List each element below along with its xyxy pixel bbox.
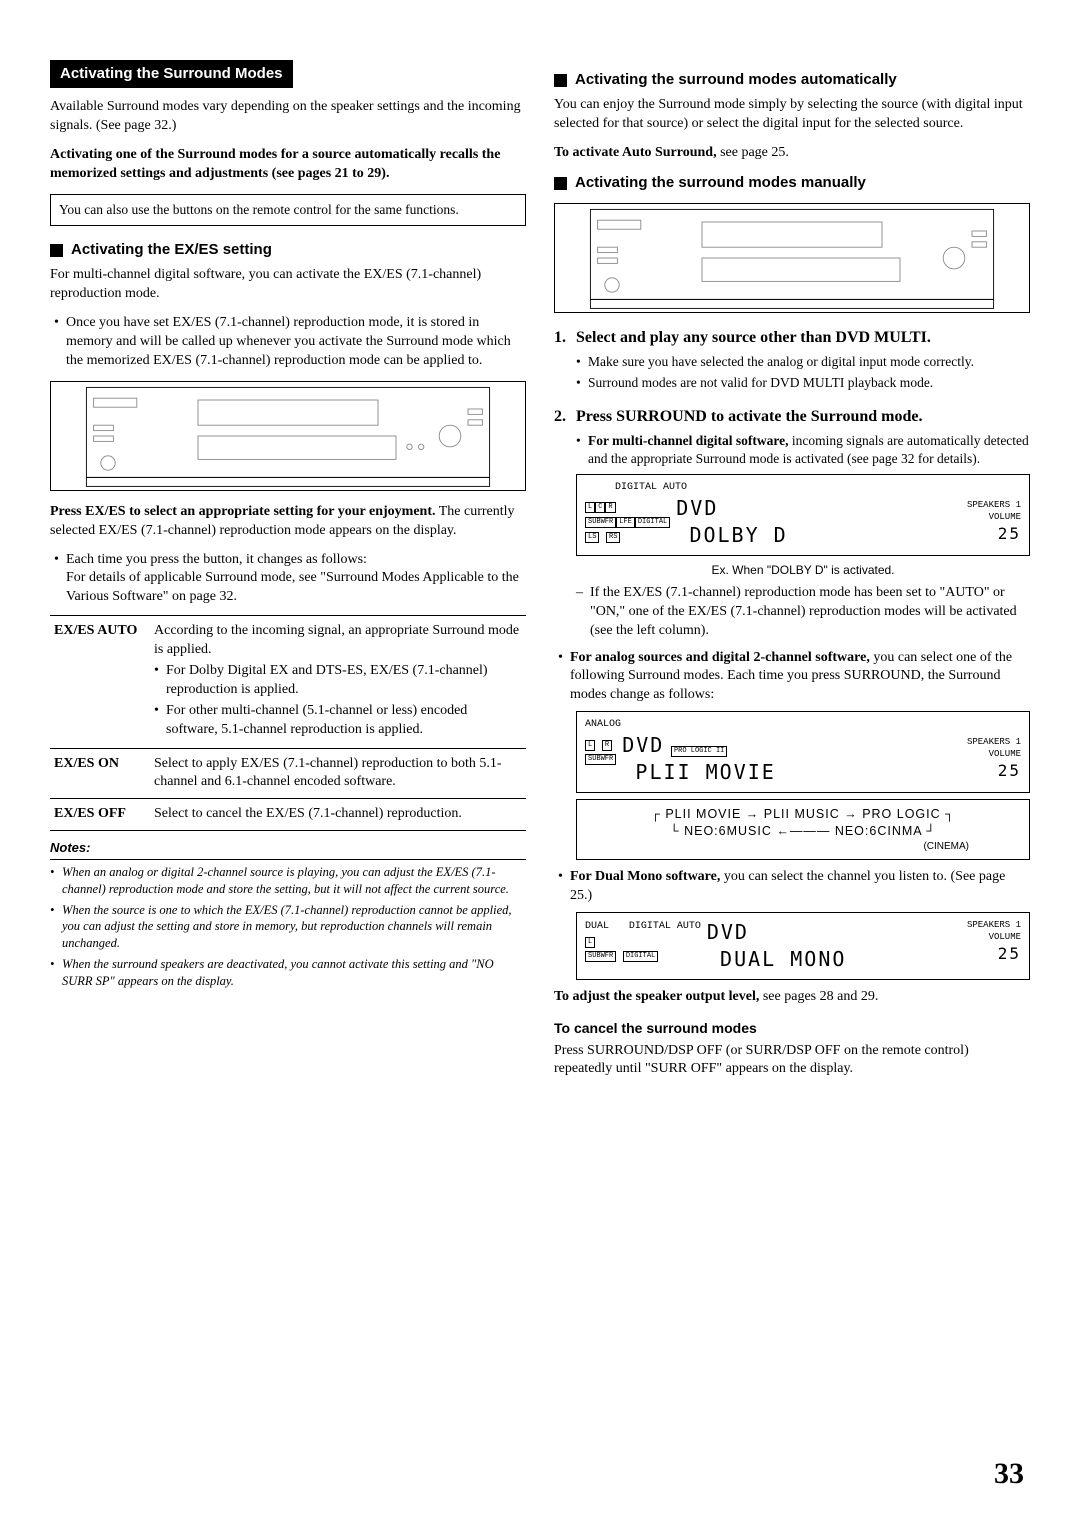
subheading-manual: Activating the surround modes manually xyxy=(554,173,1030,193)
paragraph: Press EX/ES to select an appropriate set… xyxy=(50,503,526,541)
step-heading-1: 1.Select and play any source other than … xyxy=(554,327,1030,349)
table-key: EX/ES AUTO xyxy=(50,616,150,748)
subheading-text: Activating the surround modes automatica… xyxy=(575,70,897,90)
notes-heading: Notes: xyxy=(50,839,526,860)
notes-list: •When an analog or digital 2-channel sou… xyxy=(50,864,526,990)
receiver-diagram xyxy=(50,381,526,491)
step-heading-2: 2.Press SURROUND to activate the Surroun… xyxy=(554,406,1030,428)
lcd-display-2: ANALOG L R SUBWFR DVD PRO LOGIC II PLII … xyxy=(576,711,1030,793)
mode-flow-diagram: ┌ PLII MOVIE → PLII MUSIC → PRO LOGIC ┐ … xyxy=(576,799,1030,860)
table-val: Select to cancel the EX/ES (7.1-channel)… xyxy=(150,799,526,831)
subheading-cancel: To cancel the surround modes xyxy=(554,1019,1030,1038)
paragraph: To adjust the speaker output level, see … xyxy=(554,988,1030,1007)
paragraph: For multi-channel digital software, you … xyxy=(50,266,526,304)
paragraph: Press SURROUND/DSP OFF (or SURR/DSP OFF … xyxy=(554,1042,1030,1080)
dash-text: If the EX/ES (7.1-channel) reproduction … xyxy=(590,584,1030,641)
square-icon xyxy=(50,244,63,257)
bullet-text: Make sure you have selected the analog o… xyxy=(588,353,974,371)
table-key: EX/ES OFF xyxy=(50,799,150,831)
square-icon xyxy=(554,74,567,87)
lcd-display-1: DIGITAL AUTO LCR SUBWFRLFEDIGITAL LS RS … xyxy=(576,474,1030,556)
bullet-list: •Once you have set EX/ES (7.1-channel) r… xyxy=(54,314,526,371)
paragraph-bold: Activating one of the Surround modes for… xyxy=(50,146,526,184)
paragraph: To activate Auto Surround, see page 25. xyxy=(554,144,1030,163)
lcd-caption: Ex. When "DOLBY D" is activated. xyxy=(576,562,1030,578)
page-number: 33 xyxy=(994,1454,1024,1495)
lcd-display-3: DUAL DIGITAL AUTO L SUBWFR DIGITAL DVD D… xyxy=(576,912,1030,980)
subheading-text: Activating the EX/ES setting xyxy=(71,240,272,260)
bullet-text: Each time you press the button, it chang… xyxy=(66,552,367,567)
table-val: Select to apply EX/ES (7.1-channel) repr… xyxy=(150,748,526,799)
left-column: Activating the Surround Modes Available … xyxy=(50,60,526,1089)
square-icon xyxy=(554,177,567,190)
subheading-exes: Activating the EX/ES setting xyxy=(50,240,526,260)
right-column: Activating the surround modes automatica… xyxy=(554,60,1030,1089)
subheading-text: Activating the surround modes manually xyxy=(575,173,866,193)
bullet-text: Once you have set EX/ES (7.1-channel) re… xyxy=(66,314,526,371)
table-val: According to the incoming signal, an app… xyxy=(150,616,526,748)
subheading-auto: Activating the surround modes automatica… xyxy=(554,70,1030,90)
section-title-bar: Activating the Surround Modes xyxy=(50,60,293,88)
note-box: You can also use the buttons on the remo… xyxy=(50,194,526,226)
bullet-text: Surround modes are not valid for DVD MUL… xyxy=(588,374,933,392)
paragraph: Available Surround modes vary depending … xyxy=(50,98,526,136)
table-key: EX/ES ON xyxy=(50,748,150,799)
paragraph: You can enjoy the Surround mode simply b… xyxy=(554,96,1030,134)
bullet-text: For details of applicable Surround mode,… xyxy=(66,570,519,604)
receiver-diagram xyxy=(554,203,1030,313)
exes-settings-table: EX/ES AUTO According to the incoming sig… xyxy=(50,615,526,831)
